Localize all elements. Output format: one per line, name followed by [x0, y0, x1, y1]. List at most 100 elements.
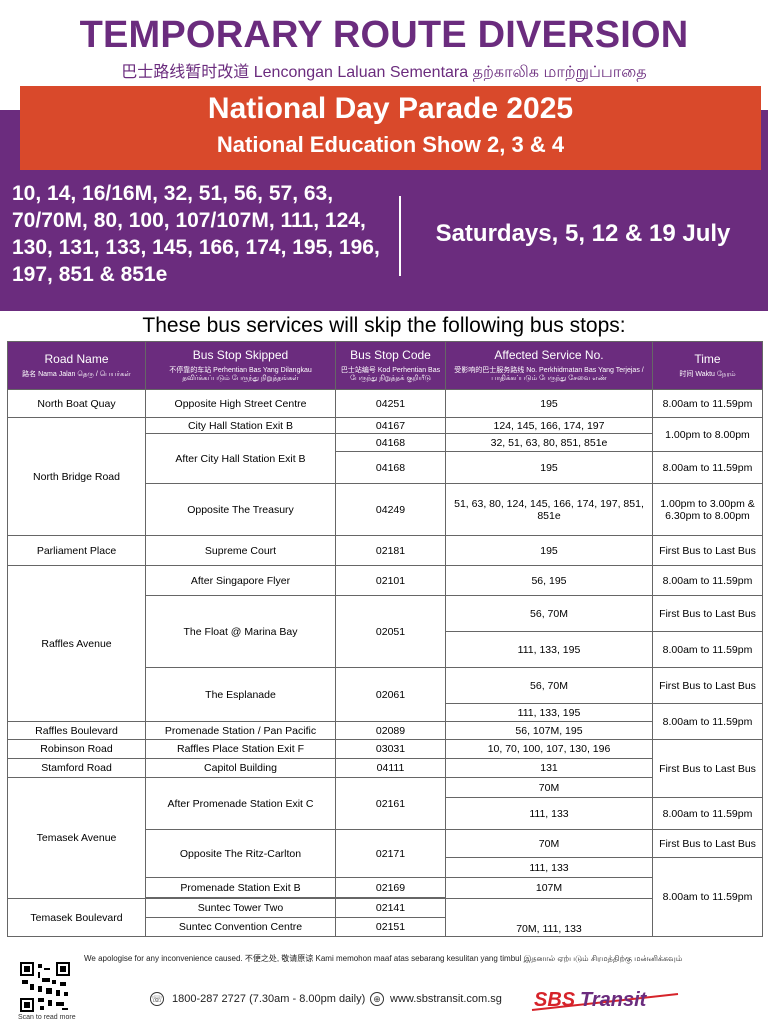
table-row: North Boat Quay Opposite High Street Cen… — [7, 389, 763, 418]
service-cell: 70M — [445, 829, 653, 858]
event-banner: National Day Parade 2025 National Educat… — [20, 86, 761, 170]
band-divider — [399, 196, 401, 276]
code-cell: 02051 — [335, 595, 446, 668]
stop-cell: Capitol Building — [145, 758, 336, 778]
time-cell: 8.00am to 11.59pm — [652, 703, 763, 740]
road-cell: North Boat Quay — [7, 389, 146, 418]
time-cell: 1.00pm to 3.00pm & 6.30pm to 8.00pm — [652, 483, 763, 536]
header-time: Time 时间 Waktu நேரம் — [652, 341, 763, 390]
code-cell: 04168 — [335, 433, 446, 452]
code-cell: 04251 — [335, 389, 446, 418]
time-cell: 8.00am to 11.59pm — [652, 857, 763, 937]
code-cell: 04167 — [335, 417, 446, 434]
service-cell: 195 — [445, 451, 653, 484]
road-cell: Robinson Road — [7, 739, 146, 759]
stop-cell: City Hall Station Exit B — [145, 417, 336, 434]
stop-cell: Opposite High Street Centre — [145, 389, 336, 418]
qr-code[interactable] — [20, 962, 70, 1012]
code-cell: 02171 — [335, 829, 446, 878]
phone-icon: ☏ — [150, 992, 164, 1006]
table-row: Temasek Boulevard Suntec Tower Two 02141… — [7, 898, 763, 937]
time-cell: 8.00am to 11.59pm — [652, 565, 763, 596]
road-cell: Stamford Road — [7, 758, 146, 778]
stop-cell: The Float @ Marina Bay — [145, 595, 336, 668]
road-cell: Temasek Avenue — [7, 777, 146, 899]
service-cell: 56, 70M — [445, 595, 653, 632]
table-row: After City Hall Station Exit B 04168 32,… — [8, 433, 763, 484]
time-cell: 8.00am to 11.59pm — [652, 389, 763, 418]
table-row: The Float @ Marina Bay 02051 56, 70M Fir… — [8, 595, 763, 668]
road-cell: Raffles Avenue — [7, 565, 146, 722]
stop-cell: Opposite The Treasury — [145, 483, 336, 536]
table-row: Raffles Boulevard Promenade Station / Pa… — [7, 721, 763, 740]
stop-cell: The Esplanade — [145, 667, 336, 722]
header-road-name: Road Name 路名 Nama Jalan தெரு / பெயர்கள் — [7, 341, 146, 390]
table-row: Robinson Road Raffles Place Station Exit… — [7, 739, 763, 798]
code-cell: 02089 — [335, 721, 446, 740]
stop-cell: Promenade Station / Pan Pacific — [145, 721, 336, 740]
code-cell: 02161 — [335, 777, 446, 830]
table-row: Stamford Road Capitol Building 04111 131 — [7, 758, 763, 778]
table-row: 111, 133, 195 8.00am to 11.59pm — [8, 631, 763, 668]
stop-cell: Raffles Place Station Exit F — [145, 739, 336, 759]
service-cell: 10, 70, 100, 107, 130, 196 — [445, 739, 653, 759]
time-cell: First Bus to Last Bus — [652, 829, 763, 858]
hotline[interactable]: ☏ 1800-287 2727 (7.30am - 8.00pm daily) — [150, 992, 365, 1006]
globe-icon: ⊕ — [370, 992, 384, 1006]
time-cell: First Bus to Last Bus — [652, 595, 763, 632]
code-cell: 02101 — [335, 565, 446, 596]
time-cell: 8.00am to 11.59pm — [652, 797, 763, 830]
code-cell: 04111 — [335, 758, 446, 778]
stop-cell: Promenade Station Exit B — [145, 877, 336, 898]
header-service: Affected Service No. 受影响的巴士服务路线 No. Perkh… — [445, 341, 653, 390]
time-cell: First Bus to Last Bus — [652, 535, 763, 566]
hotline-text: 1800-287 2727 (7.30am - 8.00pm daily) — [172, 993, 366, 1005]
header-bus-stop-code: Bus Stop Code 巴士站编号 Kod Perhentian Bas பே… — [335, 341, 446, 390]
time-cell: 8.00am to 11.59pm — [652, 451, 763, 484]
table-header-row: Road Name 路名 Nama Jalan தெரு / பெயர்கள் B… — [7, 341, 763, 390]
time-cell: First Bus to Last Bus — [652, 667, 763, 704]
time-cell: 1.00pm to 8.00pm — [652, 417, 763, 452]
code-cell: 04168 — [335, 451, 446, 484]
header-bus-stop: Bus Stop Skipped 不停靠的车站 Perhentian Bas Ya… — [145, 341, 336, 390]
diversion-dates: Saturdays, 5, 12 & 19 July — [435, 220, 731, 247]
apology-note: We apologise for any inconvenience cause… — [84, 954, 683, 963]
table-row: Temasek Avenue After Promenade Station E… — [7, 777, 763, 899]
table-row: Promenade Station Exit B 02169 107M — [8, 877, 763, 899]
service-cell: 195 — [445, 389, 653, 418]
service-cell: 70M, 111, 133 — [445, 898, 653, 937]
scan-label: Scan to read more — [18, 1014, 76, 1021]
table-heading: These bus services will skip the followi… — [142, 314, 626, 337]
code-cell: 02061 — [335, 667, 446, 722]
page-subtitle: 巴士路线暂时改道 Lencongan Laluan Sementara தற்க… — [121, 64, 647, 81]
code-cell: 04249 — [335, 483, 446, 536]
road-cell: Raffles Boulevard — [7, 721, 146, 740]
stop-cell: Supreme Court — [145, 535, 336, 566]
svg-text:SBS: SBS — [534, 989, 576, 1011]
table-row: 111, 133 8.00am to 11.59pm — [8, 857, 763, 937]
page-title: TEMPORARY ROUTE DIVERSION — [79, 14, 689, 56]
table-row: Suntec Convention Centre 02151 — [8, 917, 763, 937]
table-row: The Esplanade 02061 56, 70M First Bus to… — [8, 667, 763, 722]
affected-services-list: 10, 14, 16/16M, 32, 51, 56, 57, 63, 70/7… — [12, 182, 380, 286]
stop-cell: After Singapore Flyer — [145, 565, 336, 596]
time-cell: 8.00am to 11.59pm — [652, 631, 763, 668]
service-cell: 107M — [445, 877, 653, 899]
road-cell: Parliament Place — [7, 535, 146, 566]
event-title: National Day Parade 2025 — [207, 92, 574, 125]
table-row: Parliament Place Supreme Court 02181 195… — [7, 535, 763, 566]
service-cell: 111, 133, 195 — [445, 703, 653, 722]
table-row: Raffles Avenue After Singapore Flyer 021… — [7, 565, 763, 722]
road-cell: North Bridge Road — [7, 417, 146, 536]
website-link[interactable]: ⊕ www.sbstransit.com.sg — [370, 992, 502, 1006]
service-cell: 111, 133 — [445, 857, 653, 878]
service-cell: 56, 195 — [445, 565, 653, 596]
table-row: 111, 133 8.00am to 11.59pm — [8, 797, 763, 830]
table-row: Opposite The Treasury 04249 51, 63, 80, … — [8, 483, 763, 536]
service-cell: 111, 133, 195 — [445, 631, 653, 668]
stop-cell: After City Hall Station Exit B — [145, 433, 336, 484]
stop-cell: Suntec Convention Centre — [145, 917, 336, 937]
service-cell: 131 — [445, 758, 653, 778]
sbs-transit-logo: SBS Transit — [531, 989, 679, 1011]
service-cell: 124, 145, 166, 174, 197 — [445, 417, 653, 434]
